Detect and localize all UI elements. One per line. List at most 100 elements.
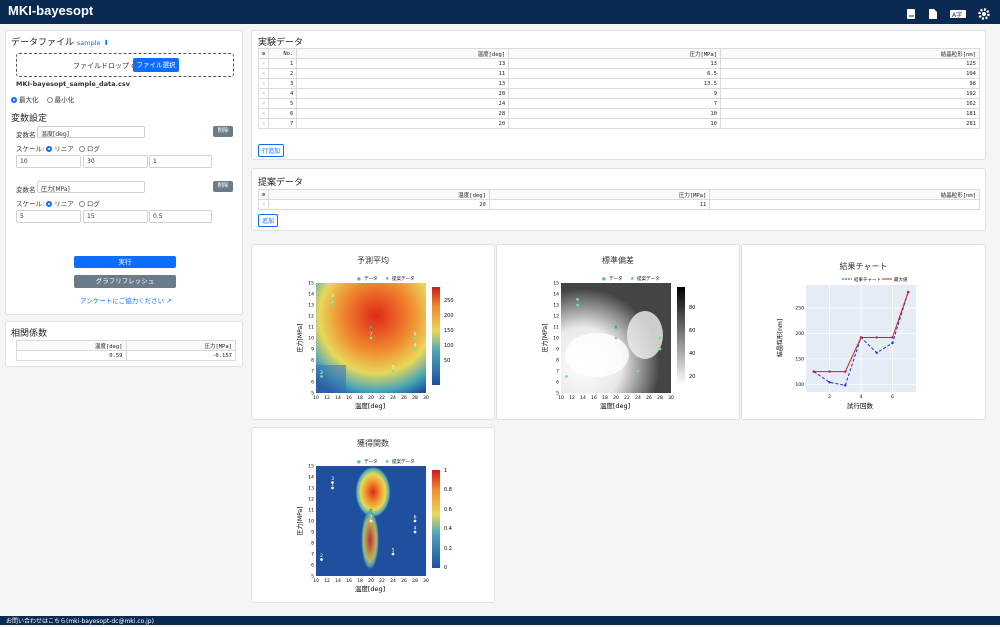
delete-row-icon[interactable]: × (257, 88, 270, 99)
y-tick-label: 8 (311, 358, 314, 364)
header-cell[interactable]: 圧力[MPa] (488, 189, 711, 200)
table-cell[interactable]: 13 (296, 58, 510, 69)
table-cell[interactable]: 28 (296, 88, 510, 99)
table-cell[interactable]: 281 (720, 118, 980, 129)
add-row-button[interactable]: 行追加 (258, 144, 285, 157)
table-cell[interactable]: 10 (508, 108, 721, 119)
max-input[interactable]: 30 (83, 155, 148, 168)
table-cell[interactable]: 7 (508, 98, 721, 109)
y-axis-label: 圧力[MPa] (296, 324, 304, 353)
y-tick-label: 14 (308, 475, 314, 481)
table-row: × 20 11 (257, 199, 980, 210)
graph-refresh-button[interactable]: グラフリフレッシュ (74, 275, 176, 288)
file-dropzone[interactable]: ファイルドロップ or ファイル選択 (16, 53, 234, 77)
result-chart[interactable]: 100 150 200 250 2 4 6 試行回数 結晶粒形[nm] 結果チャート 最大値 (742, 245, 987, 421)
table-cell[interactable]: 4 (268, 88, 298, 99)
y-tick-label: 100 (795, 382, 804, 388)
run-button[interactable]: 実行 (74, 256, 176, 268)
minimize-radio[interactable]: 最小化 (46, 96, 74, 104)
variable-name-input[interactable]: 圧力[MPa] (37, 181, 145, 193)
delete-row-icon[interactable]: × (257, 118, 270, 129)
colorbar (677, 287, 685, 385)
table-cell[interactable]: 24 (296, 98, 510, 109)
external-link-icon: ↗ (166, 297, 172, 305)
table-cell[interactable]: 125 (720, 58, 980, 69)
min-input[interactable]: 5 (16, 210, 81, 223)
table-cell[interactable]: 162 (720, 98, 980, 109)
log-radio[interactable]: ログ (78, 200, 100, 208)
table-cell[interactable]: 28 (296, 108, 510, 119)
linear-radio[interactable]: リニア (46, 200, 74, 208)
table-cell[interactable]: 13 (508, 58, 721, 69)
delete-row-icon[interactable]: × (257, 199, 270, 210)
data-point-label: 6 (414, 515, 417, 521)
table-cell[interactable]: 20 (296, 118, 510, 129)
table-cell[interactable]: 10 (508, 118, 721, 129)
x-tick-label: 14 (335, 395, 341, 401)
gear-icon[interactable] (978, 5, 990, 20)
delete-row-icon[interactable]: × (257, 78, 270, 89)
mode-radio-group: 最大化 最小化 (11, 94, 74, 104)
delete-row-icon[interactable]: × (257, 68, 270, 79)
data-point (413, 530, 417, 534)
delete-row-icon[interactable]: × (257, 108, 270, 119)
step-input[interactable]: 1 (149, 155, 212, 168)
translate-icon[interactable]: A字 (950, 5, 966, 19)
table-cell[interactable]: 2 (268, 68, 298, 79)
delete-variable-button[interactable]: 削除 (213, 181, 233, 192)
delete-row-icon[interactable]: × (257, 58, 270, 69)
book-icon[interactable] (906, 5, 916, 19)
table-cell[interactable]: 5 (268, 98, 298, 109)
sample-link[interactable]: sample (76, 39, 101, 47)
colorbar-label: 0 (444, 565, 447, 571)
table-cell[interactable]: 20 (268, 199, 490, 210)
x-tick-label: 26 (401, 395, 407, 401)
table-cell[interactable]: 181 (720, 108, 980, 119)
step-input[interactable]: 0.5 (149, 210, 212, 223)
table-cell[interactable]: 11 (296, 68, 510, 79)
header-cell[interactable]: 温度[deg] (296, 48, 510, 59)
delete-variable-button[interactable]: 削除 (213, 126, 233, 137)
x-tick-label: 30 (423, 578, 429, 584)
survey-link[interactable]: アンケートにご協力ください ↗ (80, 297, 172, 305)
footer: お問い合わせはこちら(mki-bayesopt-dc@mki.co.jp) (0, 616, 1000, 625)
table-cell[interactable]: 6.5 (508, 68, 721, 79)
data-point-label: 5 (392, 365, 395, 371)
table-cell[interactable]: 13 (296, 78, 510, 89)
max-input[interactable]: 15 (83, 210, 148, 223)
table-cell[interactable]: 104 (720, 68, 980, 79)
header-cell[interactable]: 結晶粒形[nm] (709, 189, 980, 200)
log-radio[interactable]: ログ (78, 145, 100, 153)
delete-row-icon[interactable]: × (257, 98, 270, 109)
table-cell[interactable]: 98 (720, 78, 980, 89)
table-cell[interactable] (709, 199, 980, 210)
table-cell[interactable]: 192 (720, 88, 980, 99)
file-select-button[interactable]: ファイル選択 (133, 58, 179, 72)
variable-name-input[interactable]: 温度[deg] (37, 126, 145, 138)
min-input[interactable]: 10 (16, 155, 81, 168)
scale-radio-group: スケール: リニア ログ (16, 145, 100, 153)
table-cell[interactable]: 7 (268, 118, 298, 129)
std-chart[interactable]: ★ 80 60 40 20 温度[deg] 圧力[MPa] 10 12 14 16 18… (497, 245, 741, 421)
table-cell[interactable]: 11 (488, 199, 711, 210)
table-cell[interactable]: 13.5 (508, 78, 721, 89)
table-cell[interactable]: 3 (268, 78, 298, 89)
data-point (331, 303, 334, 307)
linear-radio[interactable]: リニア (46, 145, 74, 153)
acquisition-chart-panel: 獲得関数 1 2 3 4 5 6 7 ★ 1 0.8 0.6 0.4 0.2 0 温度[deg… (251, 427, 495, 603)
maximize-radio[interactable]: 最大化 (11, 96, 39, 104)
table-cell[interactable]: 6 (268, 108, 298, 119)
download-icon[interactable]: ⬇ (103, 39, 110, 47)
file-name: MKI-bayesopt_sample_data.csv (16, 80, 130, 88)
header-cell[interactable]: 結晶粒形[nm] (720, 48, 980, 59)
table-cell[interactable]: 9 (508, 88, 721, 99)
header-cell[interactable]: 温度[deg] (268, 189, 490, 200)
table-row: × 2 11 6.5 104 (257, 68, 980, 79)
document-icon[interactable] (928, 5, 938, 19)
header-cell[interactable]: 圧力[MPa] (508, 48, 721, 59)
add-proposal-button[interactable]: 追加 (258, 214, 279, 227)
table-cell[interactable]: 1 (268, 58, 298, 69)
header-cell[interactable]: No. (268, 48, 298, 59)
